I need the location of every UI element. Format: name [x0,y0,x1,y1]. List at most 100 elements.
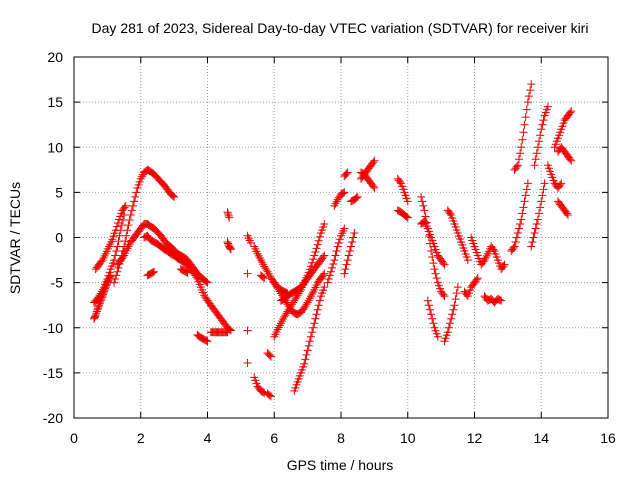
series-arc-q [250,242,292,298]
data-point [566,108,575,117]
data-point [402,212,411,221]
data-point [309,255,318,264]
data-point [403,213,412,222]
series-arc-l [223,238,235,254]
data-point [306,332,315,341]
data-point [120,203,129,212]
data-point [526,86,535,95]
data-point [281,311,290,320]
data-point [516,149,525,158]
data-point [319,271,328,280]
data-point [332,197,341,206]
data-point [121,201,130,210]
data-point [146,269,155,278]
series-arc-z [323,224,349,287]
data-point [518,209,527,218]
data-point [472,275,481,284]
data-point [428,253,437,262]
data-point [284,302,293,311]
data-point [110,278,119,287]
data-point [291,294,300,303]
data-point [452,289,461,298]
data-point [324,275,333,284]
data-point [347,242,356,251]
data-point [259,273,268,282]
data-point [535,137,544,146]
data-point [424,301,433,310]
data-point [130,197,139,206]
data-point [533,215,542,224]
data-point [567,156,576,165]
x-tick-label: 10 [400,430,416,446]
data-point [253,249,262,258]
data-point [525,92,534,101]
data-point [330,256,339,265]
data-point [431,269,440,278]
data-point [536,131,545,140]
data-point [515,224,523,233]
data-point [520,120,529,129]
data-point [301,302,310,311]
data-point [303,346,312,355]
data-point [266,352,275,361]
data-point [538,191,547,200]
data-point [337,190,345,199]
data-point [274,323,283,332]
data-point [567,107,576,116]
data-point [104,271,113,280]
data-point [111,251,120,260]
data-point [315,296,324,305]
data-point [127,206,136,215]
data-point [311,314,320,323]
data-point [112,271,121,280]
data-point [224,210,233,219]
data-point [223,208,232,217]
data-point [563,210,572,219]
chart-title: Day 281 of 2023, Sidereal Day-to-day VTE… [92,20,589,36]
data-point [330,201,339,210]
data-point [340,188,349,197]
data-point [263,267,272,276]
data-point [421,212,430,221]
data-point [314,301,323,310]
data-point [556,180,565,189]
data-point [246,238,255,247]
data-point [100,251,109,260]
data-point [520,197,529,206]
data-point [529,233,538,242]
data-point [440,260,449,269]
data-point [311,247,320,256]
data-point [97,287,106,296]
data-point [403,197,412,206]
data-point [261,264,270,273]
data-point [419,218,428,227]
data-point [111,226,120,235]
data-point [202,294,211,303]
data-point [342,260,351,269]
series-arc-w [270,269,329,319]
data-point [273,325,282,334]
data-point [512,233,521,242]
data-point [98,285,107,294]
data-point [111,275,120,284]
data-point [169,191,178,200]
series-arc-ap [480,292,506,307]
data-point [203,337,212,346]
data-point [448,310,457,319]
data-point [369,182,378,191]
series-arc-ag [393,174,412,206]
data-point [532,149,541,158]
data-point [335,235,344,244]
data-point [420,206,429,215]
data-point [278,317,287,326]
data-point [308,328,317,337]
data-point [527,242,536,251]
data-point [225,243,234,252]
data-point [539,185,548,194]
series-arc-s [256,271,269,283]
x-tick-label: 6 [270,430,278,446]
data-point [557,179,566,188]
data-point [482,251,491,260]
data-point [481,253,490,262]
data-point [304,341,313,350]
